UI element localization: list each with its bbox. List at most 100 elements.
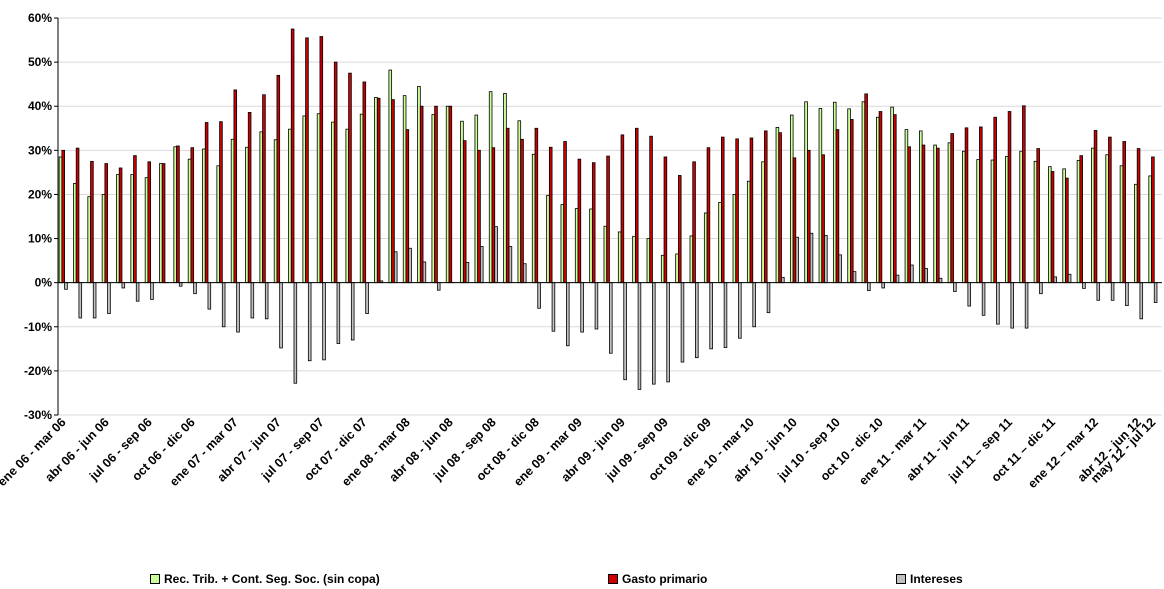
bar-revenue (503, 93, 507, 284)
bar-interest (766, 282, 771, 314)
bar-interest (996, 282, 1000, 325)
chart-svg: 60% 50% 40% 30% 20% 10% 0% -10% -20% -30% ene 06 … (0, 11, 1162, 491)
bar-revenue (374, 97, 378, 284)
bar-revenue (216, 165, 220, 284)
bar-interest (121, 282, 126, 289)
bar-revenue (675, 253, 679, 284)
bar-interest (852, 271, 857, 284)
bar-primary-spending (133, 155, 137, 284)
bar-interest (393, 251, 398, 284)
bar-primary-spending (534, 127, 539, 284)
y-tick-label: -30% (24, 408, 52, 422)
bar-primary-spending (419, 105, 424, 284)
bar-interest (92, 282, 97, 319)
bar-primary-spending (893, 114, 897, 284)
y-tick-label: 0% (35, 276, 53, 290)
bar-interest (236, 282, 240, 333)
bar-interest (508, 246, 513, 284)
bar-revenue (890, 106, 894, 284)
bar-revenue (718, 201, 722, 284)
bar-interest (910, 264, 914, 284)
bar-primary-spending (677, 175, 682, 284)
bar-interest (1082, 282, 1086, 289)
bar-primary-spending (950, 133, 954, 284)
bar-primary-spending (1079, 155, 1083, 284)
bar-revenue (660, 254, 665, 284)
bar-interest (1125, 282, 1129, 307)
bar-interest (1096, 282, 1101, 301)
bar-primary-spending (233, 89, 238, 284)
bar-primary-spending (749, 137, 754, 284)
bar-interest (336, 282, 341, 344)
bar-revenue (990, 159, 995, 284)
bar-interest (953, 282, 957, 292)
bar-interest (264, 282, 269, 320)
bar-revenue (431, 114, 436, 284)
bar-primary-spending (964, 127, 969, 284)
legend-label-interest: Intereses (910, 572, 963, 586)
bar-interest (981, 282, 986, 316)
bar-interest (307, 282, 312, 362)
bar-interest (78, 282, 83, 319)
bar-interest (250, 282, 255, 319)
bar-revenue (345, 128, 350, 284)
bar-primary-spending (692, 161, 696, 284)
bar-interest (1053, 276, 1058, 284)
bar-primary-spending (921, 144, 926, 284)
bar-revenue (603, 225, 608, 284)
bar-interest (551, 282, 556, 332)
bar-interest (422, 261, 427, 284)
bar-revenue (546, 194, 550, 284)
bar-primary-spending (434, 105, 438, 284)
bar-interest (494, 226, 498, 284)
bar-primary-spending (520, 138, 524, 284)
bar-primary-spending (190, 147, 195, 284)
bar-revenue (245, 146, 249, 284)
bar-revenue (589, 208, 593, 284)
bar-revenue (202, 148, 206, 284)
bar-interest (523, 263, 527, 284)
bar-interest (135, 282, 140, 302)
bar-revenue (417, 85, 421, 284)
bar-revenue (259, 131, 263, 284)
bar-revenue (632, 235, 636, 284)
bar-primary-spending (864, 93, 868, 284)
bar-revenue (101, 194, 106, 284)
bar-revenue (560, 204, 565, 284)
bar-primary-spending (276, 74, 281, 284)
bar-interest (322, 282, 326, 361)
bar-revenue (904, 129, 909, 284)
bar-interest (924, 268, 928, 284)
bar-interest (838, 254, 842, 284)
bar-interest (221, 282, 226, 328)
bar-interest (1110, 282, 1115, 301)
bar-interest (537, 282, 541, 309)
bar-revenue (517, 120, 522, 284)
bar-primary-spending (305, 37, 309, 284)
bar-interest (938, 277, 943, 284)
bar-primary-spending (75, 147, 80, 284)
bar-revenue (531, 153, 536, 284)
bar-primary-spending (147, 161, 152, 284)
legend-swatch-interest (896, 574, 906, 584)
bar-revenue (316, 113, 321, 284)
bar-revenue (173, 146, 177, 284)
bar-revenue (58, 156, 63, 284)
bar-revenue (331, 121, 335, 284)
legend-swatch-revenue (150, 574, 160, 584)
bar-revenue (402, 95, 407, 284)
bar-interest (178, 282, 183, 287)
bar-primary-spending (391, 99, 395, 284)
bar-revenue (87, 196, 91, 284)
bar-primary-spending (591, 162, 596, 284)
bar-interest (594, 282, 599, 330)
bar-interest (967, 282, 971, 307)
bar-revenue (116, 174, 120, 284)
bar-revenue (460, 120, 464, 284)
bars (58, 28, 1158, 390)
bar-primary-spending (104, 163, 108, 284)
bar-primary-spending (620, 134, 625, 284)
bar-revenue (1005, 156, 1009, 284)
bar-primary-spending (721, 136, 725, 284)
bar-primary-spending (290, 28, 295, 284)
